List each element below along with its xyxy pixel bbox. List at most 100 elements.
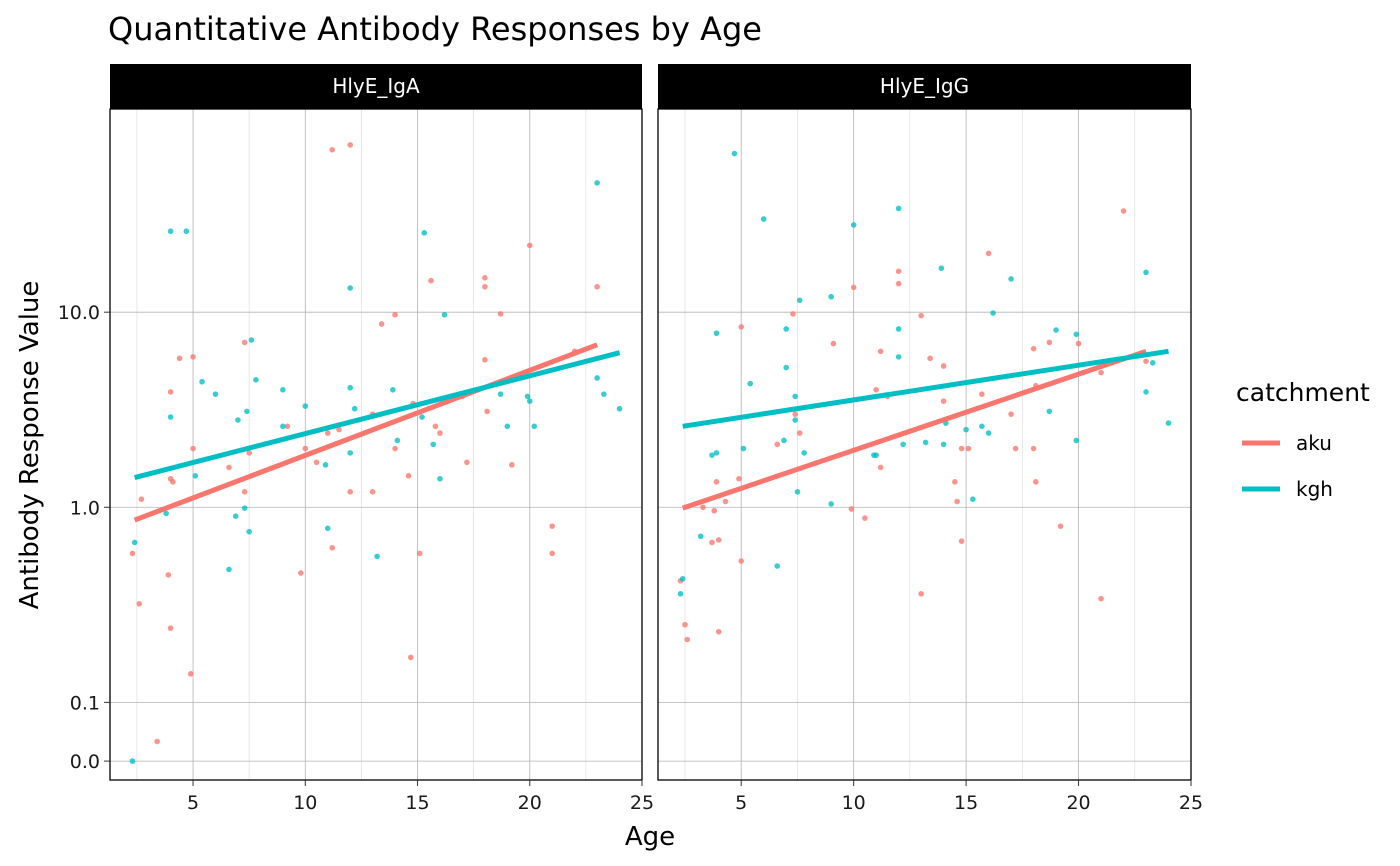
data-point-aku bbox=[378, 321, 385, 327]
data-point-kgh bbox=[302, 403, 309, 409]
data-point-aku bbox=[1057, 523, 1064, 529]
data-point-aku bbox=[167, 625, 174, 631]
data-point-aku bbox=[176, 355, 183, 362]
data-point-aku bbox=[190, 445, 196, 452]
data-point-aku bbox=[979, 391, 985, 397]
data-point-aku bbox=[927, 355, 933, 362]
legend-item-aku: aku bbox=[1242, 431, 1332, 455]
data-point-aku bbox=[877, 348, 884, 355]
data-point-kgh bbox=[794, 489, 801, 495]
data-point-aku bbox=[188, 671, 194, 677]
data-point-aku bbox=[170, 479, 176, 485]
data-point-kgh bbox=[594, 375, 600, 381]
data-point-kgh bbox=[280, 387, 286, 393]
data-point-kgh bbox=[280, 423, 286, 430]
data-point-aku bbox=[1030, 345, 1037, 352]
data-point-kgh bbox=[895, 354, 902, 360]
data-point-aku bbox=[1008, 411, 1014, 417]
data-point-kgh bbox=[1073, 437, 1080, 444]
data-point-aku bbox=[416, 550, 423, 557]
data-point-kgh bbox=[601, 391, 607, 397]
data-point-kgh bbox=[873, 452, 879, 458]
data-point-aku bbox=[497, 311, 504, 317]
data-point-aku bbox=[428, 277, 434, 284]
data-point-aku bbox=[482, 356, 488, 363]
data-point-kgh bbox=[796, 297, 803, 304]
data-point-aku bbox=[324, 430, 331, 436]
data-point-aku bbox=[392, 311, 398, 318]
data-point-kgh bbox=[253, 377, 259, 383]
data-point-aku bbox=[298, 570, 304, 576]
y-tick-label: 1.0 bbox=[70, 497, 100, 519]
x-tick-label: 25 bbox=[630, 792, 654, 814]
data-point-kgh bbox=[430, 441, 437, 448]
data-point-kgh bbox=[167, 228, 174, 235]
x-tick-label: 5 bbox=[735, 792, 747, 814]
data-point-kgh bbox=[232, 513, 239, 519]
data-point-aku bbox=[594, 283, 600, 290]
data-point-aku bbox=[302, 445, 309, 452]
data-point-kgh bbox=[963, 426, 969, 433]
data-point-kgh bbox=[713, 450, 720, 456]
data-point-kgh bbox=[731, 150, 738, 157]
data-point-kgh bbox=[526, 398, 533, 404]
data-point-aku bbox=[713, 479, 720, 485]
data-point-aku bbox=[482, 275, 488, 281]
legend: catchment aku kgh bbox=[1236, 378, 1370, 501]
data-point-kgh bbox=[347, 384, 353, 391]
data-point-kgh bbox=[828, 501, 834, 507]
data-point-aku bbox=[1143, 358, 1149, 365]
panel-hlye-iga: HlyE_IgA 5 10 15 20 25 0.0 0.1 1.0 10.0 bbox=[58, 64, 654, 814]
data-point-kgh bbox=[677, 591, 684, 597]
data-point-kgh bbox=[781, 437, 787, 444]
legend-label-kgh: kgh bbox=[1296, 477, 1333, 501]
data-point-aku bbox=[918, 312, 924, 319]
data-point-kgh bbox=[679, 575, 686, 582]
data-point-kgh bbox=[940, 441, 947, 448]
data-point-kgh bbox=[783, 364, 789, 371]
y-tick-label: 0.1 bbox=[70, 692, 100, 714]
data-point-aku bbox=[792, 411, 798, 417]
data-point-kgh bbox=[709, 452, 715, 458]
data-point-kgh bbox=[922, 439, 929, 446]
data-point-aku bbox=[736, 475, 742, 482]
data-point-aku bbox=[1030, 445, 1037, 452]
data-point-aku bbox=[877, 464, 884, 471]
data-point-aku bbox=[711, 507, 718, 514]
data-point-aku bbox=[873, 387, 879, 393]
data-point-aku bbox=[965, 445, 972, 452]
data-point-kgh bbox=[1165, 420, 1172, 426]
data-point-kgh bbox=[347, 450, 353, 456]
data-point-kgh bbox=[241, 505, 248, 511]
data-point-kgh bbox=[324, 525, 331, 532]
x-tick-label: 25 bbox=[1179, 792, 1203, 814]
data-point-aku bbox=[1046, 339, 1053, 346]
data-point-aku bbox=[284, 423, 291, 430]
data-point-aku bbox=[392, 445, 398, 452]
data-point-kgh bbox=[828, 293, 834, 300]
facet-strip-label: HlyE_IgA bbox=[332, 74, 420, 98]
data-point-kgh bbox=[531, 423, 538, 430]
data-point-kgh bbox=[192, 472, 199, 479]
data-point-aku bbox=[437, 430, 443, 436]
data-point-kgh bbox=[167, 414, 174, 420]
data-point-kgh bbox=[1053, 327, 1059, 333]
data-point-aku bbox=[796, 430, 803, 436]
data-point-aku bbox=[347, 489, 353, 495]
data-point-kgh bbox=[895, 326, 902, 332]
data-point-aku bbox=[464, 459, 470, 466]
data-point-aku bbox=[549, 550, 556, 557]
data-point-aku bbox=[700, 504, 706, 511]
chart-title: Quantitative Antibody Responses by Age bbox=[108, 10, 762, 48]
trend-line-aku bbox=[681, 348, 1147, 511]
x-tick-label: 10 bbox=[293, 792, 317, 814]
facet-strip bbox=[110, 64, 642, 109]
data-point-kgh bbox=[497, 391, 504, 397]
data-point-aku bbox=[862, 515, 868, 521]
data-point-aku bbox=[329, 544, 336, 551]
data-point-aku bbox=[241, 339, 248, 346]
x-tick-label: 20 bbox=[518, 792, 542, 814]
data-point-aku bbox=[715, 537, 722, 543]
data-point-kgh bbox=[985, 430, 992, 436]
